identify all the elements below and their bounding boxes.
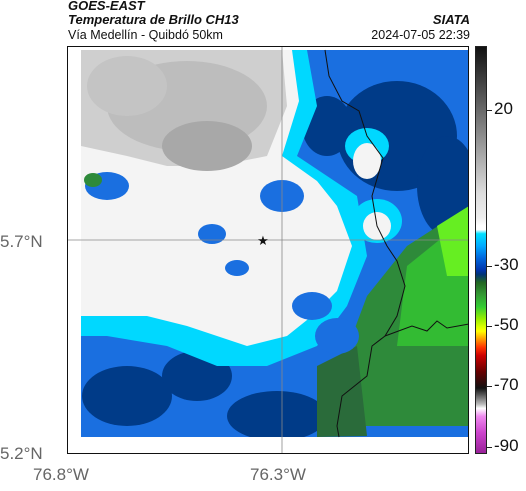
satellite-map[interactable]: ★ xyxy=(67,46,469,454)
organization-label: SIATA xyxy=(432,12,470,27)
colorbar-tick xyxy=(487,386,492,387)
lat-tick-label: 5.7°N xyxy=(0,232,43,251)
colorbar-tick xyxy=(487,326,492,327)
product-name: GOES-EAST xyxy=(68,0,145,13)
colorbar-label: -30 xyxy=(494,255,519,274)
lat-tick-label: 5.2°N xyxy=(0,444,43,463)
tb-field-green xyxy=(317,206,469,437)
map-margin-left xyxy=(67,46,81,454)
lon-tick-label: 76.8°W xyxy=(33,465,89,484)
map-title: Temperatura de Brillo CH13 xyxy=(68,12,239,27)
colorbar-tick xyxy=(487,447,492,448)
colorbar-label: -90 xyxy=(494,436,519,455)
colorbar-tick xyxy=(487,110,492,111)
tb-field-small-green xyxy=(84,173,102,187)
map-subtitle: Vía Medellín - Quibdó 50km xyxy=(68,28,223,42)
department-border xyxy=(324,49,406,438)
colorbar-label: -70 xyxy=(494,375,519,394)
map-margin-bottom xyxy=(67,437,469,454)
colorbar xyxy=(475,46,487,454)
colorbar-label: -50 xyxy=(494,315,519,334)
colorbar-tick xyxy=(487,266,492,267)
municipal-border xyxy=(384,320,469,337)
star-icon[interactable]: ★ xyxy=(257,233,269,248)
colorbar-label: 20 xyxy=(494,99,513,118)
map-frame xyxy=(67,46,469,454)
timestamp: 2024-07-05 22:39 xyxy=(371,28,470,42)
lon-tick-label: 76.3°W xyxy=(250,465,306,484)
